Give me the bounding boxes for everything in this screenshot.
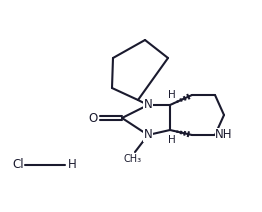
Text: O: O — [88, 112, 98, 124]
Text: NH: NH — [215, 128, 233, 141]
Text: CH₃: CH₃ — [124, 154, 142, 164]
Text: N: N — [144, 99, 152, 112]
Text: H: H — [168, 90, 176, 100]
Text: N: N — [144, 128, 152, 141]
Text: H: H — [68, 159, 77, 172]
Text: Cl: Cl — [12, 159, 24, 172]
Text: H: H — [168, 135, 176, 145]
